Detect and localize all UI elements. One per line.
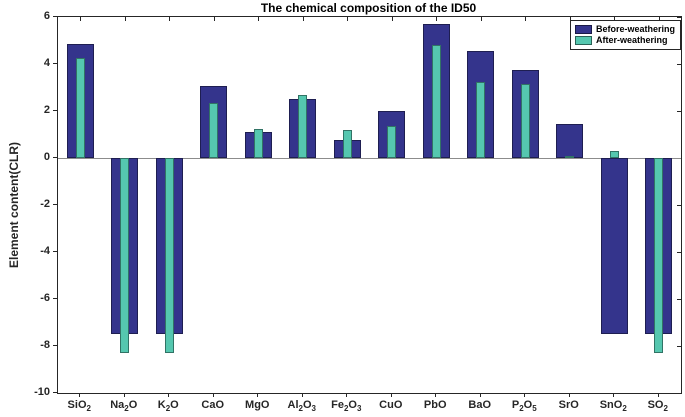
axis-tick [53,63,57,64]
legend-item-before-weathering: Before-weathering [574,24,675,34]
x-tick-label-SiO2: SiO2 [67,399,91,414]
axis-tick [391,17,393,21]
axis-tick [169,17,171,21]
axis-tick [123,393,125,397]
x-tick-label-PbO: PbO [423,399,447,411]
plot-area: Before-weathering After-weathering [57,16,682,394]
bar-SrO-after-weathering [565,155,575,158]
axis-tick [613,393,615,397]
y-tick-label--10: -10 [34,386,50,398]
axis-tick [213,17,215,21]
axis-tick [479,393,481,397]
axis-tick [346,393,348,397]
bar-SO2-after-weathering [654,158,664,354]
y-tick-label--4: -4 [40,245,50,257]
axis-tick [168,393,170,397]
x-tick-label-MgO: MgO [245,399,270,411]
axis-tick [614,17,616,21]
bar-SrO-before-weathering [556,123,584,158]
axis-tick [390,393,392,397]
axis-tick [480,17,482,21]
axis-tick [258,17,260,21]
axis-tick [53,298,57,299]
legend-label-after-weathering: After-weathering [595,35,668,45]
bar-CuO-after-weathering [387,126,397,158]
x-tick-label-CaO: CaO [201,399,225,411]
x-tick-label-CuO: CuO [379,399,403,411]
axis-tick [677,346,681,347]
axis-tick [657,393,659,397]
axis-tick [569,17,571,21]
axis-tick [124,17,126,21]
axis-tick [677,111,681,112]
axis-tick [677,252,681,253]
x-tick-label-SnO2: SnO2 [599,399,627,414]
axis-tick [53,392,57,393]
x-tick-label-Na2O: Na2O [110,399,138,414]
bar-Na2O-after-weathering [120,158,130,354]
y-tick-label--6: -6 [40,292,50,304]
y-tick-label-2: 2 [43,104,50,116]
axis-tick [301,393,303,397]
x-tick-label-SO2: SO2 [647,399,668,414]
axis-tick [257,393,259,397]
bar-SnO2-before-weathering [600,158,628,335]
legend-swatch-after-weathering [574,35,592,45]
x-tick-label-K2O: K2O [157,399,179,414]
x-tick-label-Fe2O3: Fe2O3 [331,399,362,414]
axis-tick [677,64,681,65]
axis-tick [436,17,438,21]
legend-item-after-weathering: After-weathering [574,35,675,45]
legend-label-before-weathering: Before-weathering [595,24,675,34]
axis-tick [677,299,681,300]
axis-tick [53,204,57,205]
axis-tick [79,393,81,397]
x-tick-label-P2O5: P2O5 [511,399,537,414]
axis-tick [212,393,214,397]
y-tick-label--8: -8 [40,339,50,351]
chart-title: The chemical composition of the ID50 [260,1,477,15]
bar-BaO-after-weathering [476,81,486,158]
zero-baseline [58,157,681,159]
axis-tick [347,17,349,21]
y-tick-label-6: 6 [43,10,50,22]
axis-tick [524,393,526,397]
y-tick-label-0: 0 [43,151,50,163]
x-tick-label-SrO: SrO [558,399,579,411]
bar-Al2O3-after-weathering [298,94,308,158]
legend-swatch-before-weathering [574,24,592,34]
bar-PbO-after-weathering [431,45,441,158]
axis-tick [53,16,57,17]
y-tick-label--2: -2 [40,198,50,210]
axis-tick [525,17,527,21]
bar-Fe2O3-after-weathering [342,129,352,158]
axis-tick [53,157,57,158]
axis-tick [677,205,681,206]
bar-K2O-after-weathering [164,158,174,354]
axis-tick [677,17,681,18]
axis-tick [53,110,57,111]
bar-MgO-after-weathering [253,128,263,158]
axis-tick [53,345,57,346]
axis-tick [435,393,437,397]
bar-SiO2-after-weathering [75,58,85,158]
axis-tick [677,158,681,159]
bar-CaO-after-weathering [209,102,219,158]
axis-tick [53,251,57,252]
legend: Before-weathering After-weathering [569,20,681,50]
x-tick-label-BaO: BaO [468,399,492,411]
axis-tick [658,17,660,21]
bar-P2O5-after-weathering [520,83,530,158]
axis-tick [568,393,570,397]
y-tick-label-4: 4 [43,57,50,69]
axis-tick [80,17,82,21]
axis-tick [677,393,681,394]
bar-SnO2-after-weathering [609,150,619,158]
x-tick-label-Al2O3: Al2O3 [287,399,316,414]
axis-tick [302,17,304,21]
